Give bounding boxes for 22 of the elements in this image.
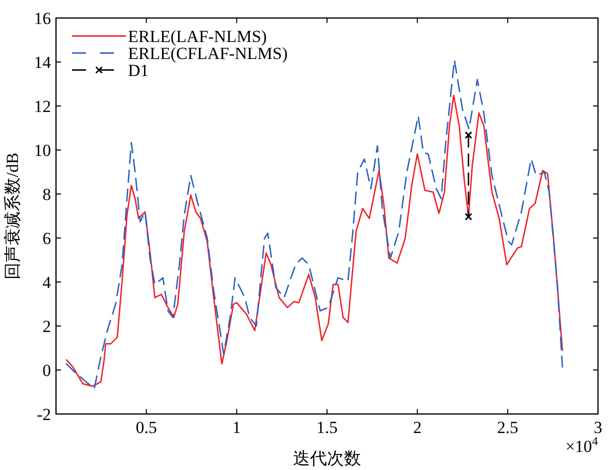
x-tick-label: 1.5: [316, 418, 338, 437]
x-tick-label: 2: [413, 418, 422, 437]
x-tick-label: 2.5: [497, 418, 518, 437]
y-tick-label: 0: [42, 361, 51, 380]
y-tick-label: 6: [42, 229, 51, 248]
x-tick-label: 1: [232, 418, 241, 437]
y-tick-label: 16: [34, 9, 51, 28]
legend-label: ERLE(CFLAF-NLMS): [128, 44, 288, 63]
x-axis-title: 迭代次数: [293, 449, 361, 468]
y-axis-title: 回声衰减系数/dB: [3, 152, 22, 280]
y-tick-label: 2: [42, 317, 51, 336]
y-tick-label: -2: [36, 405, 51, 424]
y-tick-label: 4: [42, 273, 52, 292]
legend-label: ERLE(LAF-NLMS): [128, 27, 267, 46]
y-tick-label: 12: [34, 97, 51, 116]
text: ×10$^{4}$: [565, 434, 598, 456]
y-tick-label: 14: [34, 53, 52, 72]
x-tick-label: 0.5: [136, 418, 157, 437]
y-tick-label: 8: [42, 185, 51, 204]
y-tick-label: 10: [34, 141, 51, 160]
legend-label: D1: [128, 61, 149, 80]
x-tick-label: 3: [594, 418, 602, 437]
